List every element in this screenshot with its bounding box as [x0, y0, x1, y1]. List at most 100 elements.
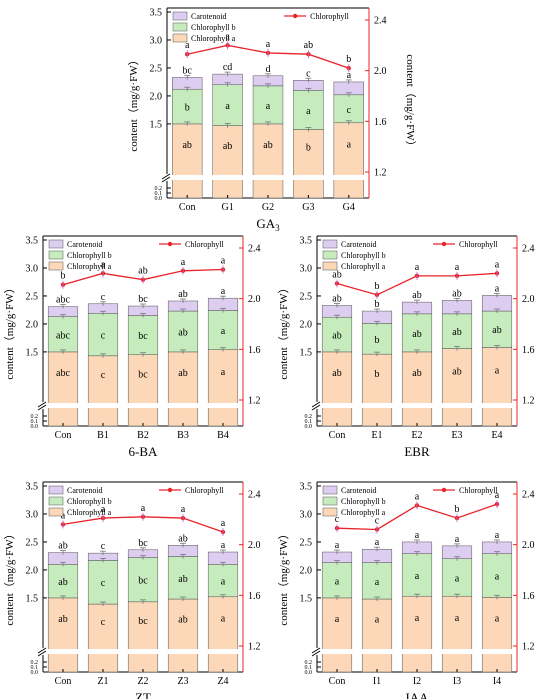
label-chlorophyll: b	[375, 281, 380, 292]
label-chlorophyll: ab	[138, 266, 147, 277]
label-carotenoid: bc	[138, 538, 148, 549]
legend-swatch	[172, 22, 188, 32]
x-tick-label: I1	[373, 676, 381, 687]
label-carotenoid: a	[221, 540, 226, 551]
legend-label: Chlorophyll b	[341, 251, 386, 260]
bar-chlorophyll-a	[401, 595, 433, 673]
label-chlorophyll-b: a	[306, 106, 311, 117]
y-axis-title: content（mg/g·FW）	[277, 282, 290, 379]
y-tick-label: 0.0	[31, 424, 39, 430]
y2-tick-label: 2.4	[248, 244, 261, 255]
bar-break-band	[401, 403, 433, 408]
bar-chlorophyll-a	[47, 597, 79, 673]
y-axis-title: content（mg/g·FW）	[127, 54, 140, 151]
label-chlorophyll: b	[346, 54, 351, 65]
bar-break-band	[321, 403, 353, 408]
x-tick-label: E4	[491, 430, 502, 441]
label-chlorophyll-a: c	[101, 370, 106, 381]
label-chlorophyll-a: bc	[138, 369, 148, 380]
axis-break-mark	[161, 173, 171, 180]
y-tick-label: 1.5	[26, 593, 39, 604]
label-chlorophyll-a: a	[455, 613, 460, 624]
label-chlorophyll-b: ab	[178, 327, 187, 338]
x-tick-label: B2	[137, 430, 149, 441]
legend-label: Chlorophyll	[459, 486, 498, 495]
bar-break-band	[47, 403, 79, 408]
bar-chlorophyll-b	[333, 94, 364, 124]
label-chlorophyll: a	[225, 31, 230, 42]
bar-break-band	[87, 403, 119, 408]
bar-break-band	[441, 649, 473, 654]
y-tick-label: 0.2	[155, 186, 163, 192]
bar-break-band	[207, 649, 239, 654]
label-chlorophyll-a: ab	[182, 140, 191, 151]
label-chlorophyll-b: b	[375, 335, 380, 346]
label-carotenoid: ab	[452, 288, 461, 299]
bar-break-band	[252, 175, 284, 180]
label-carotenoid: d	[266, 64, 271, 75]
legend-swatch	[322, 507, 338, 517]
legend-label: Chlorophyll a	[67, 508, 112, 517]
bar-break-band	[292, 175, 325, 180]
bar-chlorophyll-b	[361, 323, 393, 355]
bar-chlorophyll-a	[333, 122, 364, 199]
x-tick-label: E3	[451, 430, 462, 441]
panel-title: 6-BA	[129, 444, 159, 459]
bar-chlorophyll-b	[207, 310, 239, 350]
axis-break-mark	[311, 647, 321, 654]
label-carotenoid: bc	[138, 294, 148, 305]
x-tick-label: B4	[217, 430, 229, 441]
label-chlorophyll-b: c	[101, 331, 106, 342]
label-carotenoid: a	[455, 534, 460, 545]
x-tick-label: Con	[329, 430, 346, 441]
y-tick-label: 0.2	[31, 414, 39, 420]
bar-chlorophyll-a	[87, 603, 119, 673]
legend-label: Carotenoid	[67, 486, 103, 495]
bar-break-band	[361, 649, 393, 654]
label-chlorophyll-b: ab	[178, 574, 187, 585]
label-chlorophyll: a	[141, 503, 146, 514]
bar-break-band	[207, 403, 239, 408]
y2-tick-label: 2.4	[522, 490, 535, 501]
legend-swatch	[48, 250, 64, 260]
label-chlorophyll-b: a	[266, 101, 271, 112]
label-carotenoid: c	[101, 541, 106, 552]
bar-chlorophyll-a	[441, 348, 473, 427]
label-chlorophyll: a	[61, 510, 66, 521]
bar-break-band	[441, 403, 473, 408]
label-chlorophyll-b: ab	[58, 577, 67, 588]
x-tick-label: I2	[413, 676, 421, 687]
label-carotenoid: ab	[178, 533, 187, 544]
y-axis-title: content（mg/g·FW）	[277, 528, 290, 625]
label-chlorophyll-b: a	[225, 101, 230, 112]
label-chlorophyll-a: a	[495, 614, 500, 625]
label-chlorophyll-a: ab	[178, 615, 187, 626]
y-tick-label: 3.5	[26, 482, 39, 493]
label-chlorophyll: a	[495, 259, 500, 270]
label-chlorophyll-a: a	[495, 366, 500, 377]
y-tick-label: 2.0	[26, 319, 39, 330]
chart-panel-6-ba: 0.00.10.2 1.5 2.0 2.5 3.0 3.5 1.2 1.6 2.0 2.4 cont…	[3, 235, 261, 459]
label-chlorophyll-a: ab	[332, 368, 341, 379]
y-axis-title: content（mg/g·FW）	[3, 528, 16, 625]
bar-chlorophyll-a	[361, 598, 393, 673]
label-chlorophyll-b: a	[335, 576, 340, 587]
label-chlorophyll-b: a	[455, 573, 460, 584]
bar-break-band	[211, 175, 244, 180]
panel-title: IAA	[405, 690, 429, 699]
y2-tick-label: 1.6	[248, 591, 261, 602]
label-chlorophyll-b: a	[221, 326, 226, 337]
label-chlorophyll: a	[495, 490, 500, 501]
y-tick-label: 3.5	[300, 482, 313, 493]
legend-swatch	[322, 250, 338, 260]
y2-tick-label: 2.0	[248, 294, 261, 305]
label-carotenoid: a	[495, 530, 500, 541]
y-tick-label: 0.1	[31, 419, 39, 425]
axis-break-mark	[311, 401, 321, 408]
bar-chlorophyll-b	[481, 553, 513, 598]
label-chlorophyll-b: b	[185, 103, 190, 114]
label-chlorophyll-b: c	[347, 105, 352, 116]
y-tick-label: 1.5	[300, 593, 313, 604]
y-tick-label: 3.0	[300, 263, 313, 274]
y2-tick-label: 2.4	[248, 490, 261, 501]
